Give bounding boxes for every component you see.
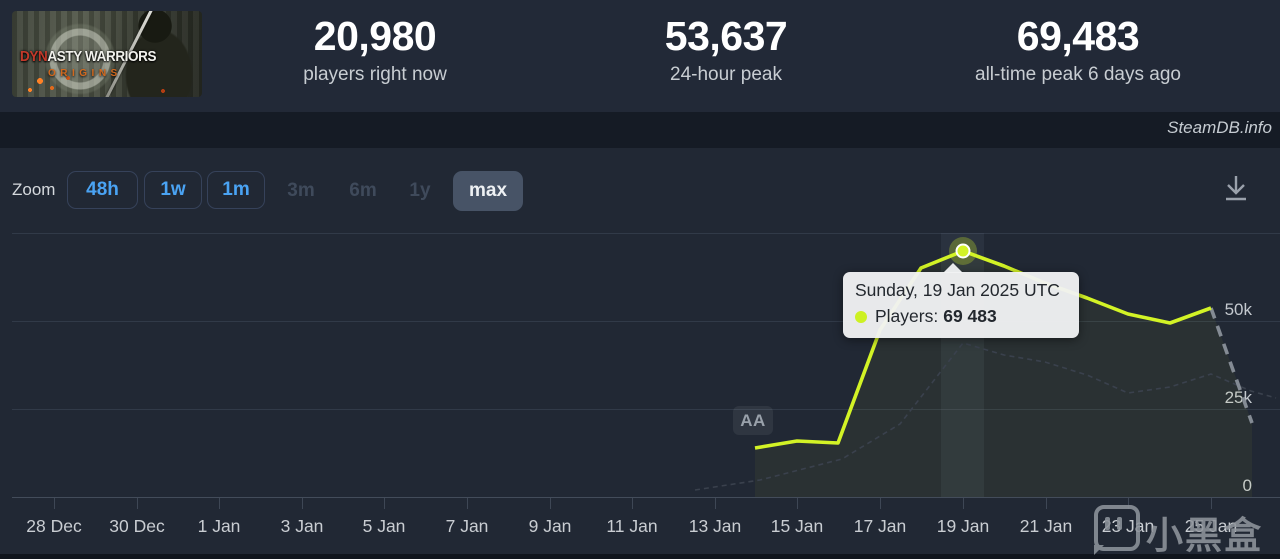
stat-alltime-peak: 69,483 all-time peak 6 days ago (928, 10, 1228, 88)
range-button-1y-disabled: 1y (409, 180, 431, 201)
game-capsule-image[interactable]: DYNASTY WARRIORS ORIGINS (12, 11, 202, 97)
x-tick (1128, 498, 1129, 509)
y-axis-label-50k: 50k (1224, 300, 1252, 319)
gridline-75k (12, 233, 1280, 234)
logo-tail (1094, 545, 1104, 555)
x-axis-label: 9 Jan (528, 516, 572, 536)
tooltip-players-row: Players: 69 483 (855, 306, 997, 327)
x-tick (797, 498, 798, 509)
x-axis-label: 30 Dec (109, 516, 165, 536)
zoom-toolbar: Zoom 48h 1w 1m 3m 6m 1y max (0, 171, 1280, 211)
tooltip-series-label: Players: (875, 306, 939, 326)
current-players-value: 20,980 (313, 13, 437, 59)
x-tick (302, 498, 303, 509)
header: DYNASTY WARRIORS ORIGINS 20,980 players … (0, 0, 1280, 112)
x-tick (1211, 498, 1212, 509)
players-area-fill (755, 251, 1252, 497)
x-tick (1046, 498, 1047, 509)
y-axis-label-0: 0 (1192, 476, 1252, 496)
x-axis-label: 11 Jan (606, 516, 658, 536)
x-axis-label: 25 Jan (1184, 516, 1238, 536)
x-tick (219, 498, 220, 509)
capsule-title-red: DYN (20, 49, 48, 65)
x-axis-label: 17 Jan (853, 516, 907, 536)
hover-marker-dot (955, 243, 971, 259)
tooltip-arrow (943, 263, 963, 273)
heybox-watermark: 小黑盒 (1090, 503, 1280, 556)
x-axis-label: 3 Jan (280, 516, 324, 536)
secondary-faint-dashed-line (694, 342, 1277, 491)
annotation-flag-badge[interactable]: AA (733, 406, 773, 435)
x-axis-label: 19 Jan (936, 516, 990, 536)
x-axis-label: 23 Jan (1101, 516, 1155, 536)
tooltip-players-value: 69 483 (943, 306, 997, 326)
x-tick (137, 498, 138, 509)
x-tick (467, 498, 468, 509)
x-axis-label: 7 Jan (445, 516, 489, 536)
capsule-title-rest: ASTY WARRIORS (47, 49, 157, 65)
x-axis-label: 1 Jan (197, 516, 241, 536)
logo-eye (1117, 517, 1122, 530)
x-axis-label: 28 Dec (26, 516, 82, 536)
x-axis-label: 21 Jan (1019, 516, 1073, 536)
range-button-6m-disabled: 6m (349, 180, 377, 201)
tooltip-date: Sunday, 19 Jan 2025 UTC (855, 280, 1060, 300)
alltime-peak-label: all-time peak 6 days ago (975, 64, 1181, 85)
x-axis-label: 5 Jan (362, 516, 406, 536)
x-tick (54, 498, 55, 509)
players-line (754, 249, 1212, 450)
chart-tooltip: Sunday, 19 Jan 2025 UTC Players: 69 483 (843, 263, 1079, 338)
x-tick (550, 498, 551, 509)
gridline-25k (12, 409, 1280, 410)
heybox-watermark-text: 小黑盒 (1146, 515, 1263, 556)
logo-eye (1105, 517, 1110, 530)
range-button-3m-disabled: 3m (287, 180, 315, 201)
x-axis-label: 13 Jan (688, 516, 742, 536)
download-icon[interactable] (1222, 174, 1250, 204)
series-color-dot (855, 310, 867, 323)
range-button-1m[interactable]: 1m (207, 171, 265, 209)
x-tick (880, 498, 881, 509)
x-tick (963, 498, 964, 509)
heybox-logo-icon (1094, 505, 1140, 555)
stat-current-players: 20,980 players right now (225, 10, 525, 88)
x-axis-label: 15 Jan (770, 516, 824, 536)
x-axis-line (12, 497, 1280, 498)
range-button-1w[interactable]: 1w (144, 171, 202, 209)
brand-strip: SteamDB.info (0, 112, 1280, 148)
x-tick (632, 498, 633, 509)
chart-section: Zoom 48h 1w 1m 3m 6m 1y max (0, 148, 1280, 556)
capsule-game-title: DYNASTY WARRIORS (20, 49, 160, 65)
current-players-label: players right now (303, 64, 447, 85)
steamdb-watermark-text: SteamDB.info (1167, 118, 1272, 137)
24h-peak-label: 24-hour peak (670, 64, 782, 85)
capsule-game-subtitle: ORIGINS (48, 68, 122, 79)
gridline-50k (12, 321, 1280, 322)
range-button-max-selected[interactable]: max (453, 171, 523, 211)
range-button-48h[interactable]: 48h (67, 171, 138, 209)
players-today-dashed-line (1209, 307, 1254, 424)
24h-peak-value: 53,637 (664, 13, 788, 59)
x-tick (384, 498, 385, 509)
zoom-label: Zoom (12, 180, 56, 199)
alltime-peak-value: 69,483 (1016, 13, 1140, 59)
stat-24h-peak: 53,637 24-hour peak (576, 10, 876, 88)
x-tick (715, 498, 716, 509)
